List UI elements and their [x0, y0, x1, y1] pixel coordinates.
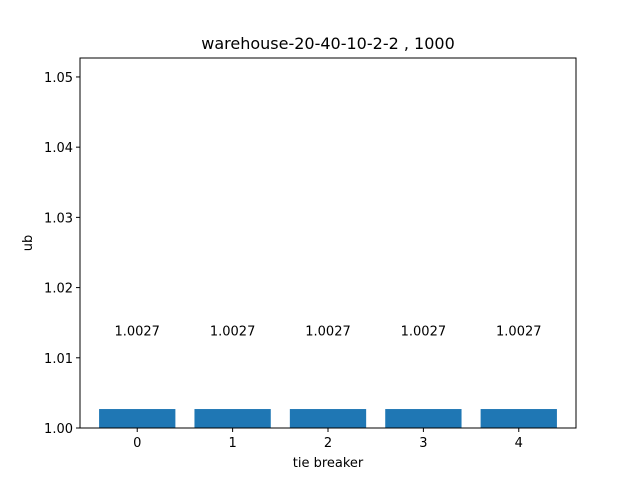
y-tick-label: 1.05	[44, 71, 73, 86]
bar-0	[99, 409, 176, 428]
bar-value-label: 1.0027	[305, 324, 351, 339]
bar-3	[385, 409, 462, 428]
x-tick-label: 1	[228, 436, 236, 451]
y-tick-label: 1.02	[44, 282, 73, 297]
bar-value-label: 1.0027	[496, 324, 542, 339]
chart-title: warehouse-20-40-10-2-2 , 1000	[201, 34, 455, 53]
bars-group	[99, 409, 557, 428]
x-tick-label: 2	[324, 436, 332, 451]
y-tick-label: 1.04	[44, 141, 73, 156]
bar-4	[480, 409, 557, 428]
plot-area-frame	[79, 57, 577, 429]
bar-value-label: 1.0027	[401, 324, 447, 339]
x-axis-ticks: 0 1 2 3 4	[133, 428, 523, 451]
y-axis-ticks: 1.00 1.01 1.02 1.03 1.04 1.05	[44, 71, 80, 437]
bar-1	[194, 409, 271, 428]
y-tick-label: 1.00	[44, 422, 73, 437]
y-tick-label: 1.01	[44, 352, 73, 367]
bar-labels-group: 1.0027 1.0027 1.0027 1.0027 1.0027	[114, 324, 541, 339]
x-tick-label: 3	[419, 436, 427, 451]
bar-value-label: 1.0027	[114, 324, 160, 339]
bar-2	[289, 409, 367, 428]
x-tick-label: 0	[133, 436, 141, 451]
y-axis-label: ub	[21, 235, 36, 252]
y-tick-label: 1.03	[44, 211, 73, 226]
bar-value-label: 1.0027	[210, 324, 256, 339]
x-axis-label: tie breaker	[293, 456, 364, 471]
x-tick-label: 4	[515, 436, 523, 451]
